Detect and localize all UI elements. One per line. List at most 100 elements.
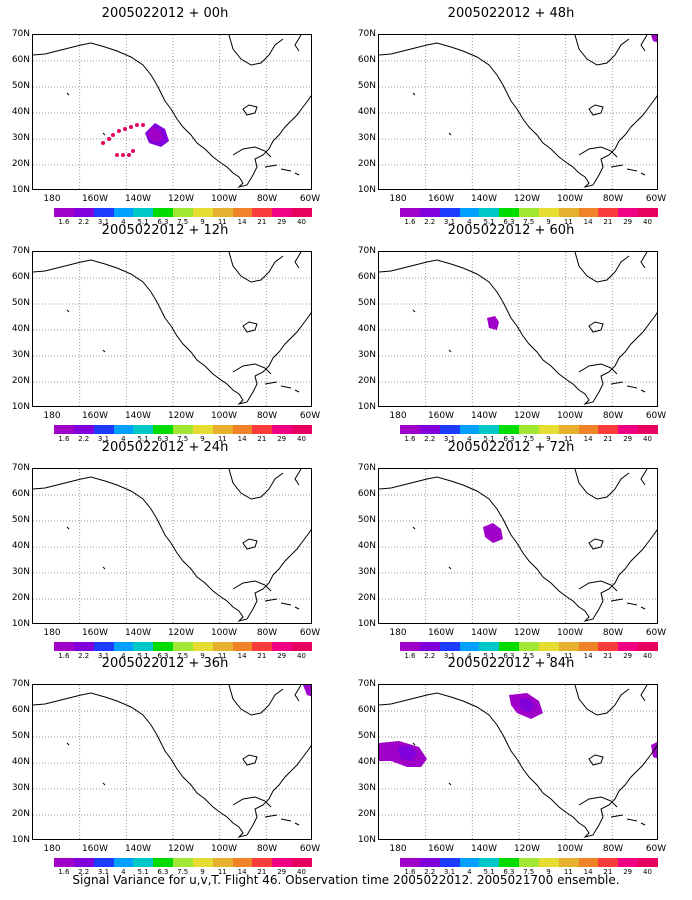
colorbar-label: 11 <box>217 435 227 443</box>
variance-dot <box>127 153 131 157</box>
colorbar-label: 11 <box>217 218 227 226</box>
variance-dot <box>115 153 119 157</box>
coastline <box>66 252 302 393</box>
colorbar-swatch <box>558 425 579 434</box>
colorbar-swatch <box>173 425 193 434</box>
colorbar-swatch <box>538 208 559 217</box>
coastline <box>574 252 630 283</box>
colorbar-label: 21 <box>603 218 613 226</box>
colorbar-swatch <box>578 208 599 217</box>
lon-tick-label: 160W <box>427 628 455 638</box>
lat-tick-label: 10N <box>11 185 30 195</box>
lat-tick-label: 40N <box>11 107 30 117</box>
colorbar-swatch <box>419 858 440 867</box>
colorbar-label: 29 <box>277 868 287 876</box>
colorbar <box>54 425 312 434</box>
lon-tick-label: 100W <box>210 844 238 854</box>
panel-title: 2005022012 + 72h <box>447 440 575 455</box>
lat-tick-label: 60N <box>357 705 376 715</box>
colorbar-swatch <box>252 425 273 434</box>
colorbar-label: 40 <box>643 435 652 443</box>
colorbar-swatch <box>54 425 74 434</box>
colorbar-label: 5.1 <box>137 868 149 876</box>
coastline <box>242 321 258 333</box>
lat-tick-label: 20N <box>11 159 30 169</box>
colorbar-label: 21 <box>603 652 613 660</box>
colorbar-swatch <box>272 642 293 651</box>
colorbar-swatch <box>93 642 114 651</box>
map-frame <box>32 34 312 190</box>
panel-title: 2005022012 + 24h <box>101 440 229 455</box>
colorbar <box>400 208 658 217</box>
colorbar-label: 2.2 <box>424 435 436 443</box>
colorbar-swatch <box>400 425 420 434</box>
lat-tick-label: 70N <box>11 246 30 256</box>
colorbar-label: 5.1 <box>483 218 495 226</box>
colorbar-swatch <box>400 858 420 867</box>
colorbar-label: 9 <box>546 652 551 660</box>
colorbar-swatch <box>153 425 174 434</box>
lat-tick-label: 30N <box>11 783 30 793</box>
lon-tick-label: 180 <box>43 628 61 638</box>
lat-tick-label: 40N <box>11 541 30 551</box>
panel-title: 2005022012 + 84h <box>447 656 575 671</box>
lat-tick-label: 20N <box>11 376 30 386</box>
lon-tick-label: 140W <box>470 194 498 204</box>
colorbar-swatch <box>439 425 460 434</box>
colorbar <box>54 208 312 217</box>
colorbar-swatch <box>232 208 253 217</box>
panel-title: 2005022012 + 48h <box>447 6 575 21</box>
colorbar-swatch <box>192 642 213 651</box>
lat-tick-label: 70N <box>357 679 376 689</box>
colorbar-label: 40 <box>297 218 306 226</box>
colorbar-swatch <box>459 642 480 651</box>
colorbar-label: 6.3 <box>503 218 515 226</box>
colorbar-label: 4 <box>467 218 472 226</box>
colorbar-label: 29 <box>623 652 633 660</box>
lat-tick-label: 70N <box>11 29 30 39</box>
colorbar-label: 2.2 <box>78 435 90 443</box>
coastline <box>232 146 272 158</box>
colorbar-label: 6.3 <box>503 652 515 660</box>
lat-tick-label: 10N <box>357 402 376 412</box>
colorbar-label: 9 <box>200 868 205 876</box>
lon-tick-label: 100W <box>556 194 584 204</box>
colorbar-label: 2.2 <box>424 652 436 660</box>
map-plot <box>33 685 311 839</box>
colorbar-label: 1.6 <box>404 652 416 660</box>
lat-tick-label: 30N <box>357 783 376 793</box>
colorbar-swatch <box>54 858 74 867</box>
colorbar-swatch <box>400 642 420 651</box>
colorbar-label: 2.2 <box>424 218 436 226</box>
lon-tick-label: 100W <box>210 628 238 638</box>
colorbar-label: 21 <box>257 868 267 876</box>
panel-48h: 2005022012 + 48h 70N 60N 50N 40N 30N 20N 10N 18… <box>346 6 676 226</box>
coastline <box>412 252 648 393</box>
colorbar-label: 29 <box>623 868 633 876</box>
colorbar-swatch <box>252 858 273 867</box>
lon-tick-label: 80W <box>256 844 278 854</box>
lon-tick-label: 60W <box>645 194 667 204</box>
lon-tick-label: 140W <box>124 411 152 421</box>
colorbar-swatch <box>192 858 213 867</box>
lon-tick-label: 160W <box>81 194 109 204</box>
colorbar-label: 14 <box>237 652 247 660</box>
lat-tick-label: 70N <box>11 679 30 689</box>
coastline <box>232 580 272 592</box>
colorbar-label: 4 <box>121 868 126 876</box>
lon-tick-label: 160W <box>427 411 455 421</box>
lon-tick-label: 140W <box>470 411 498 421</box>
colorbar-label: 5.1 <box>137 435 149 443</box>
map-plot <box>379 685 657 839</box>
coastline <box>66 685 302 826</box>
colorbar-label: 14 <box>237 218 247 226</box>
colorbar-swatch <box>252 642 273 651</box>
colorbar-swatch <box>93 425 114 434</box>
lon-tick-label: 180 <box>389 628 407 638</box>
colorbar-label: 3.1 <box>97 652 110 660</box>
map-frame <box>32 251 312 407</box>
colorbar-swatch <box>232 858 253 867</box>
lat-tick-label: 20N <box>357 159 376 169</box>
colorbar-label: 11 <box>563 218 573 226</box>
lon-tick-label: 180 <box>43 411 61 421</box>
